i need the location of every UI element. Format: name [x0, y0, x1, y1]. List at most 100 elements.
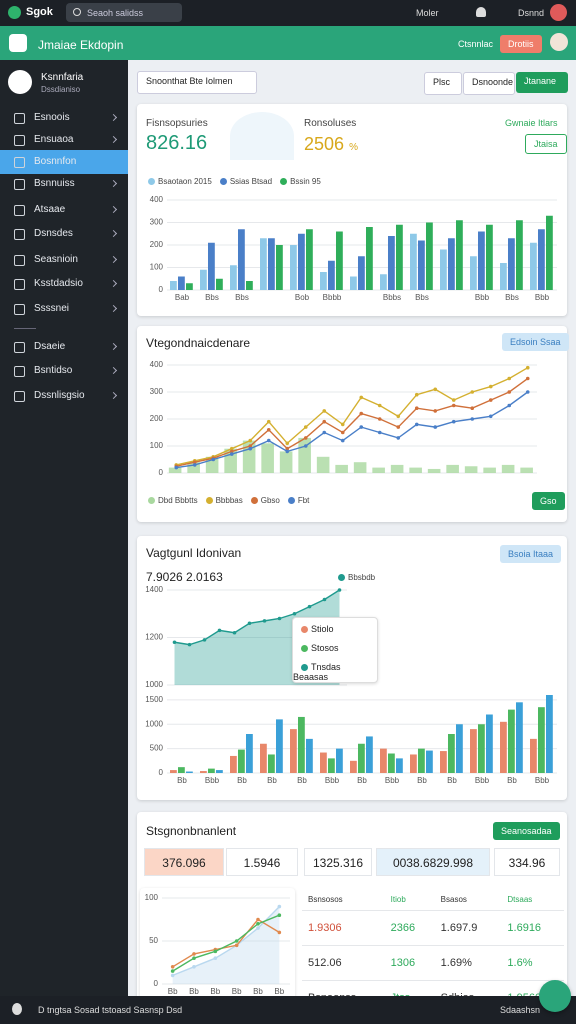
item-icon	[14, 304, 25, 315]
sidebar-item[interactable]: Dssnlisgsio	[0, 384, 128, 408]
bar	[410, 233, 417, 290]
sidebar-item[interactable]: Esnoois	[0, 106, 128, 130]
sidebar-item[interactable]: Bosnnfon	[0, 150, 128, 174]
point	[396, 425, 401, 429]
bar	[448, 238, 455, 290]
table-cell: 1.69%	[434, 945, 502, 981]
point	[359, 395, 364, 400]
avatar[interactable]	[550, 4, 567, 21]
x-tick-label: Bb	[232, 987, 242, 996]
bar	[500, 263, 507, 290]
legend-dot	[148, 497, 155, 505]
point	[256, 922, 260, 926]
toolbar-button[interactable]: Dsnoonde	[463, 72, 515, 95]
logo-icon	[8, 6, 21, 19]
top-link[interactable]: Dsnnd	[518, 8, 545, 18]
bar	[446, 464, 459, 473]
point	[303, 436, 308, 440]
chevron	[109, 255, 118, 264]
bar	[170, 281, 177, 290]
header-link[interactable]: Ctsnnlac	[458, 39, 494, 49]
search-box[interactable]	[66, 3, 182, 22]
card-button[interactable]: Jtaisa	[525, 134, 567, 154]
bar	[508, 709, 515, 773]
x-tick-label: Bob	[295, 293, 310, 302]
item-icon	[14, 205, 25, 216]
x-tick-label: Bb	[507, 776, 517, 785]
point	[525, 376, 530, 381]
toolbar-button[interactable]: Jtanane	[516, 72, 568, 93]
table-cell: 1.6916	[501, 910, 564, 946]
card-button[interactable]: Seanosadaa	[493, 822, 560, 840]
card-link[interactable]: Gwnaie Itlars	[505, 118, 558, 128]
sidebar-item[interactable]: Dsaeie	[0, 335, 128, 359]
bar	[230, 755, 237, 773]
table-cell: 1.6%	[501, 945, 564, 981]
y-tick-label: 200	[150, 414, 164, 423]
bar	[358, 256, 365, 290]
card-button[interactable]: Bsoia Itaaa	[500, 545, 562, 563]
bar	[276, 245, 283, 290]
tooltip-label: Stosos	[311, 643, 339, 653]
point	[266, 438, 271, 443]
legend-label: Bbsbdb	[348, 573, 376, 582]
bar	[380, 748, 387, 773]
sidebar-item[interactable]: Bsnnuiss	[0, 172, 128, 196]
fab[interactable]	[539, 980, 571, 1012]
overview-chart: 0 100 200 300 400 Bab Bbs Bbs Bob Bbbb Bbbs Bbs Bbb B…	[150, 195, 557, 302]
sidebar-item[interactable]: Ssssnei	[0, 297, 128, 321]
legend-label: Bbbbas	[215, 496, 243, 505]
tooltip-row: Tnsdas Beaasas	[293, 662, 377, 682]
point	[187, 642, 192, 647]
point	[451, 419, 456, 424]
point	[488, 414, 493, 419]
sidebar-item[interactable]: Ensuaoa	[0, 128, 128, 152]
item-label: Bsnnuiss	[34, 178, 75, 189]
y-tick-label: 0	[159, 285, 164, 294]
point	[340, 430, 345, 435]
point	[451, 403, 456, 408]
bar	[456, 724, 463, 773]
sidebar-item[interactable]: Bsntidso	[0, 359, 128, 383]
item-label: Dsaeie	[34, 341, 66, 352]
header-button[interactable]: Drotiis	[500, 35, 542, 53]
footer	[0, 996, 576, 1024]
point	[322, 419, 327, 424]
y-tick-label: 100	[150, 441, 164, 450]
bar	[470, 256, 477, 290]
bar	[170, 770, 177, 773]
point	[322, 409, 327, 413]
toolbar-button[interactable]: Plsc	[424, 72, 462, 95]
bar	[290, 245, 297, 290]
point	[266, 428, 271, 432]
point	[247, 621, 252, 626]
dropdown[interactable]: Snoonthat Bte Iolmen	[137, 71, 257, 94]
bar	[530, 738, 537, 773]
legend-label: Dbd Bbbtts	[158, 496, 198, 505]
bar	[246, 734, 253, 773]
legend-label: Fbt	[297, 496, 310, 505]
sidebar-item[interactable]: Atsaae	[0, 198, 128, 222]
card-button[interactable]: Gso	[532, 492, 565, 510]
notification-icon[interactable]	[476, 7, 486, 17]
point	[229, 449, 234, 454]
bar	[440, 751, 447, 773]
point	[285, 446, 290, 451]
sidebar-item[interactable]: Dsnsdes	[0, 222, 128, 246]
sidebar-item[interactable]: Ksstdadsio	[0, 272, 128, 296]
y-tick-label: 400	[150, 195, 164, 204]
card-button[interactable]: Edsoin Ssaa	[502, 333, 569, 351]
bar	[268, 754, 275, 773]
point	[507, 403, 512, 408]
bar	[216, 770, 223, 773]
bar	[335, 464, 348, 473]
header-avatar[interactable]	[550, 33, 568, 51]
x-tick-label: Bbb	[325, 776, 340, 785]
item-label: Bsntidso	[34, 365, 73, 376]
top-link[interactable]: Moler	[416, 8, 439, 18]
bar	[208, 242, 215, 290]
sidebar-item[interactable]: Seasnioin	[0, 248, 128, 272]
x-tick-label: Bbs	[235, 293, 249, 302]
footer-right[interactable]: Sdaashsn	[500, 1005, 541, 1015]
card-title: Stsgnonbnanlent	[146, 824, 237, 838]
